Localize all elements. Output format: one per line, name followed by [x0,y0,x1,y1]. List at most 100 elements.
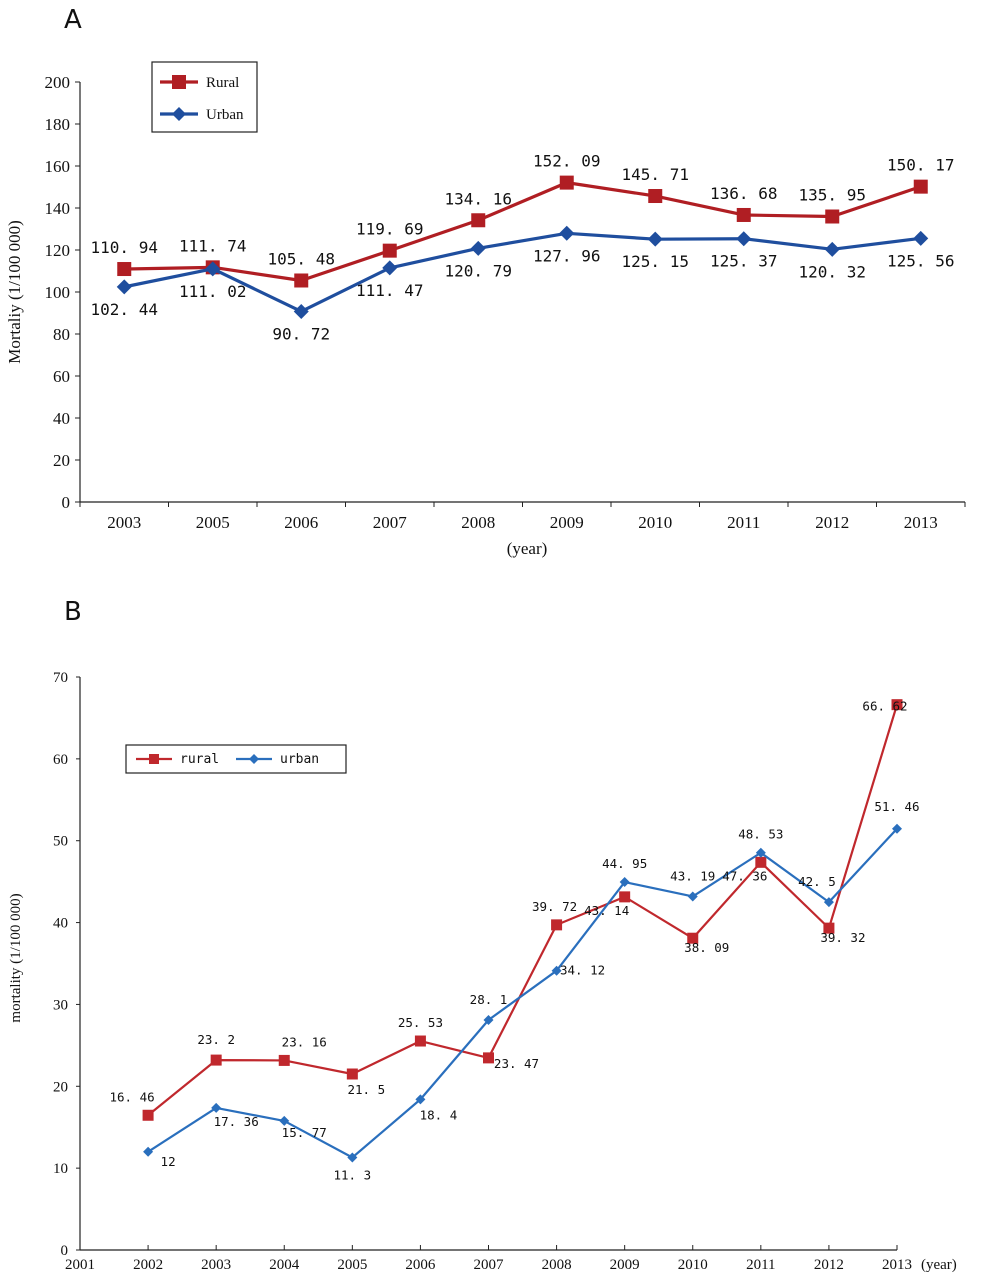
x-tick-label-b: 2002 [133,1257,163,1273]
x-tick-label-b: 2008 [542,1257,572,1273]
data-label-b-urban: 34. 12 [560,963,605,978]
y-tick-label-a: 100 [45,283,71,302]
point-b-rural [687,932,699,944]
x-tick-label-a: 2006 [284,513,318,532]
legend-marker-a-urban [172,107,186,121]
legend-label-b-urban: urban [280,752,319,767]
data-label-b-urban: 15. 77 [282,1125,327,1140]
data-label-b-rural: 25. 53 [398,1015,443,1030]
y-tick-label-a: 160 [45,157,71,176]
y-tick-label-b: 0 [61,1243,69,1259]
point-b-rural [823,922,835,934]
point-b-urban [483,1014,494,1025]
point-b-urban [755,847,766,858]
y-tick-label-a: 120 [45,241,71,260]
y-tick-label-a: 60 [53,367,70,386]
series-line-a-urban [123,231,921,314]
point-b-urban [415,1094,426,1105]
data-label-b-urban: 42. 5 [798,874,836,889]
legend-label-a-urban: Urban [206,107,244,123]
y-tick-label-b: 60 [53,752,68,768]
x-tick-label-b: 2013 [882,1257,912,1273]
point-a-urban [647,231,663,247]
data-label-b-urban: 18. 4 [420,1107,458,1122]
x-tick-label-a: 2010 [638,513,672,532]
x-axis-title-a: (year) [507,539,548,558]
data-label-a-rural: 145. 71 [622,165,689,184]
x-tick-label-a: 2005 [196,513,230,532]
point-a-rural [117,262,132,277]
data-label-b-rural: 23. 2 [197,1032,235,1047]
panel-b-label: B [64,597,82,627]
x-tick-label-a: 2009 [550,513,584,532]
x-tick-label-b: 2007 [474,1257,505,1273]
point-a-rural [736,207,751,222]
series-line-a-rural [124,181,922,283]
legend-label-a-rural: Rural [206,75,239,91]
y-tick-label-a: 200 [45,73,71,92]
point-b-rural [891,699,903,711]
point-b-urban [892,823,902,834]
x-tick-label-b: 2012 [814,1257,844,1273]
x-tick-label-a: 2007 [373,513,408,532]
y-tick-label-b: 40 [53,916,68,932]
point-b-rural [278,1054,290,1066]
legend-box-a [151,61,258,133]
point-b-rural [755,856,767,868]
point-a-rural [559,175,574,190]
y-tick-label-a: 0 [62,493,71,512]
series-line-b-rural [147,704,899,1117]
x-tick-label-a: 2013 [904,513,938,532]
y-tick-label-a: 40 [53,409,70,428]
y-axis-title-b: mortality (1/100 000) [8,893,24,1022]
data-label-b-rural: 23. 16 [282,1034,327,1049]
y-tick-label-b: 10 [53,1161,68,1177]
point-a-urban [736,231,752,247]
point-a-urban [470,240,486,256]
data-label-b-rural: 47. 36 [722,868,767,883]
y-tick-label-a: 80 [53,325,70,344]
point-a-urban [293,303,309,319]
point-a-rural [294,273,309,288]
y-tick-label-b: 30 [53,997,68,1013]
point-a-urban [116,279,132,295]
data-label-a-urban: 90. 72 [272,324,330,343]
data-label-a-urban: 102. 44 [91,300,158,319]
point-b-rural [551,919,563,931]
data-label-b-rural: 21. 5 [348,1082,386,1097]
data-label-a-urban: 120. 79 [445,261,512,280]
data-label-a-urban: 120. 32 [799,262,866,281]
point-b-urban [687,891,698,902]
point-a-rural [648,189,663,204]
legend-a: Rural Urban [151,61,258,133]
data-label-b-rural: 39. 32 [820,930,865,945]
y-tick-label-a: 140 [45,199,71,218]
data-label-a-urban: 111. 02 [179,282,246,301]
data-label-b-urban: 28. 1 [470,992,508,1007]
legend-label-b-rural: rural [180,752,219,767]
x-tick-label-a: 2008 [461,513,495,532]
legend-marker-b-rural [149,754,159,764]
data-label-a-rural: 150. 17 [887,156,954,175]
point-a-rural [913,179,928,194]
point-a-urban [824,241,840,257]
data-label-b-rural: 39. 72 [532,899,577,914]
data-label-b-urban: 12 [161,1154,176,1169]
legend-marker-a-rural [172,75,186,89]
data-label-b-urban: 11. 3 [334,1168,372,1183]
data-label-a-rural: 105. 48 [268,249,335,268]
data-label-a-urban: 125. 56 [887,251,954,270]
data-label-b-rural: 38. 09 [684,940,729,955]
point-b-rural [142,1109,154,1121]
point-a-rural [471,213,486,228]
point-b-rural [210,1054,222,1066]
x-tick-label-b: 2009 [610,1257,640,1273]
data-label-b-rural: 43. 14 [584,903,629,918]
legend-b: rural urban [125,744,347,774]
y-tick-label-b: 50 [53,834,68,850]
point-b-urban [619,877,630,888]
x-tick-label-b: 2004 [269,1257,300,1273]
point-a-urban [913,230,929,246]
data-label-a-urban: 125. 37 [710,252,777,271]
point-b-rural [346,1068,358,1080]
